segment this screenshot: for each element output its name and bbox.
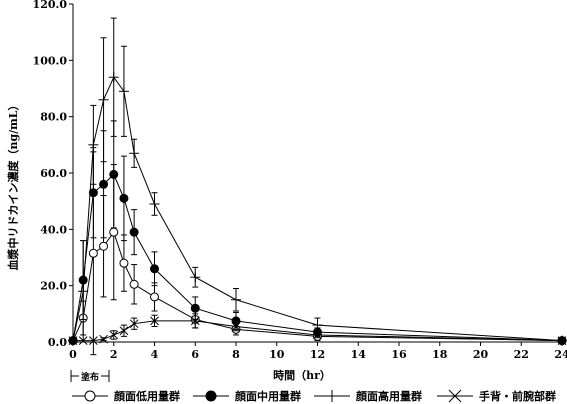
legend-label: 顔面高用量群 bbox=[355, 389, 422, 403]
data-point bbox=[190, 316, 200, 326]
x-tick-label: 14 bbox=[351, 348, 367, 361]
data-point-stroke bbox=[231, 322, 241, 331]
data-point bbox=[118, 86, 129, 97]
data-point-stroke bbox=[89, 336, 98, 345]
legend-label: 顔面中用量群 bbox=[234, 389, 301, 403]
series-3 bbox=[68, 17, 567, 346]
x-axis-label: 時間（hr） bbox=[273, 368, 331, 382]
data-point-stroke bbox=[448, 389, 462, 403]
data-point bbox=[231, 294, 241, 305]
x-tick-label: 12 bbox=[310, 348, 325, 361]
data-point bbox=[98, 94, 109, 105]
data-point bbox=[557, 336, 567, 345]
series-4 bbox=[68, 313, 567, 345]
data-point bbox=[149, 198, 160, 209]
data-point bbox=[312, 320, 323, 331]
y-tick-label: 100.0 bbox=[33, 54, 68, 67]
legend-item-3: 顔面高用量群 bbox=[314, 389, 422, 403]
legend: 顔面低用量群 顔面中用量群 顔面高用量群 手背・前腕部群 bbox=[72, 389, 556, 403]
series-line bbox=[72, 173, 563, 342]
y-axis-label: 血漿中リドカイン濃度（ng/mL） bbox=[6, 99, 20, 270]
data-point-stroke bbox=[109, 330, 119, 340]
data-point bbox=[99, 179, 109, 189]
data-point bbox=[150, 264, 159, 274]
data-point bbox=[109, 330, 119, 340]
data-point bbox=[129, 319, 139, 329]
data-point bbox=[78, 286, 89, 297]
x-tick-label: 16 bbox=[391, 348, 407, 361]
application-label: 塗布 bbox=[81, 371, 99, 383]
legend-label: 顔面低用量群 bbox=[113, 389, 180, 403]
y-tick-label: 60.0 bbox=[40, 167, 67, 180]
x-tick-label: 24 bbox=[554, 348, 567, 361]
data-point bbox=[190, 272, 201, 283]
legend-item-4: 手背・前腕部群 bbox=[437, 389, 556, 403]
data-point bbox=[448, 389, 462, 403]
data-point-stroke bbox=[150, 316, 159, 326]
data-point-stroke bbox=[68, 336, 78, 345]
data-point bbox=[99, 334, 108, 344]
data-point bbox=[68, 336, 78, 345]
x-tick-label: 4 bbox=[151, 348, 159, 361]
data-point bbox=[231, 322, 241, 331]
data-point bbox=[129, 227, 139, 237]
data-point bbox=[119, 193, 129, 203]
data-point bbox=[326, 390, 338, 402]
data-point bbox=[99, 241, 109, 251]
data-point bbox=[150, 316, 159, 326]
legend-item-2: 顔面中用量群 bbox=[193, 389, 301, 403]
x-tick-label: 8 bbox=[232, 348, 240, 361]
data-point bbox=[129, 148, 140, 159]
data-point bbox=[88, 139, 99, 150]
y-tick-label: 120.0 bbox=[33, 0, 68, 11]
application-annotation: 塗布 bbox=[70, 370, 110, 383]
data-point bbox=[129, 279, 139, 289]
data-point-stroke bbox=[129, 319, 139, 329]
data-point bbox=[88, 248, 98, 258]
data-point bbox=[89, 336, 98, 345]
series-layer bbox=[68, 17, 567, 356]
x-axis-ticks: 0 2 4 6 8 10 12 14 16 18 20 22 24 bbox=[69, 342, 567, 361]
series-line bbox=[72, 231, 563, 342]
data-point bbox=[150, 292, 159, 302]
y-tick-label: 0.0 bbox=[48, 336, 67, 349]
x-tick-label: 6 bbox=[191, 348, 199, 361]
y-tick-label: 20.0 bbox=[40, 280, 67, 293]
data-point-stroke bbox=[313, 330, 322, 340]
data-point bbox=[190, 303, 200, 313]
x-tick-label: 18 bbox=[432, 348, 448, 361]
data-point-stroke bbox=[78, 336, 88, 345]
x-tick-label: 10 bbox=[269, 348, 285, 361]
data-point bbox=[109, 227, 119, 237]
data-point bbox=[84, 390, 96, 402]
y-tick-label: 80.0 bbox=[40, 111, 67, 124]
data-point-stroke bbox=[190, 316, 200, 326]
data-point bbox=[108, 72, 119, 83]
data-point-stroke bbox=[119, 326, 129, 336]
x-tick-label: 20 bbox=[473, 348, 489, 361]
series-line bbox=[73, 320, 563, 342]
series-line bbox=[72, 76, 563, 342]
data-point bbox=[119, 258, 129, 268]
y-axis-ticks: 0.0 20.0 40.0 60.0 80.0 100.0 120.0 bbox=[33, 0, 73, 349]
data-point bbox=[313, 330, 322, 340]
data-point bbox=[78, 336, 88, 345]
x-tick-label: 2 bbox=[110, 348, 118, 361]
data-point bbox=[205, 390, 217, 402]
x-tick-label: 0 bbox=[69, 348, 77, 361]
legend-item-1: 顔面低用量群 bbox=[72, 389, 180, 403]
series-2 bbox=[68, 120, 567, 346]
data-point bbox=[88, 188, 98, 198]
y-tick-label: 40.0 bbox=[40, 223, 67, 236]
data-point-stroke bbox=[557, 336, 567, 345]
x-tick-label: 22 bbox=[514, 348, 529, 361]
data-point-stroke bbox=[99, 334, 108, 344]
data-point bbox=[119, 326, 129, 336]
data-point bbox=[109, 169, 119, 179]
legend-label: 手背・前腕部群 bbox=[479, 389, 556, 403]
